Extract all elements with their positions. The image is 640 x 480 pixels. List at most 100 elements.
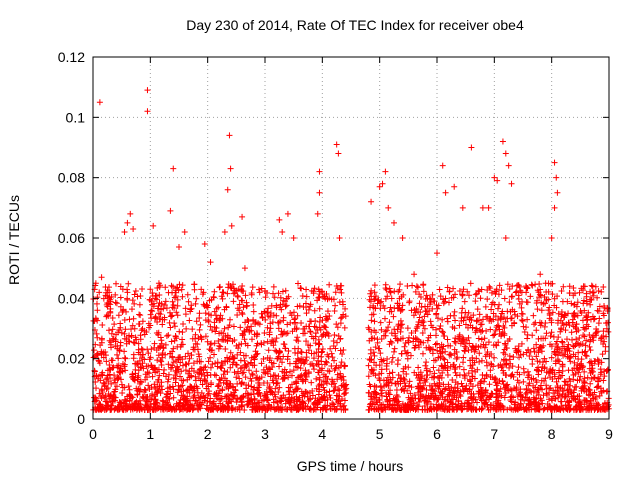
data-point: [222, 375, 229, 382]
data-point: [378, 370, 385, 377]
data-point: [251, 331, 258, 338]
data-point: [457, 388, 464, 395]
data-point: [589, 283, 596, 290]
data-point: [101, 383, 108, 390]
data-point: [169, 312, 176, 319]
data-point: [169, 304, 176, 311]
data-point: [442, 385, 449, 392]
data-point: [444, 359, 451, 366]
data-point: [203, 369, 210, 376]
data-point: [366, 337, 373, 344]
data-point: [232, 406, 239, 413]
data-point: [299, 405, 306, 412]
data-point: [273, 380, 280, 387]
data-point: [571, 301, 578, 308]
data-point: [382, 332, 389, 339]
data-point: [508, 293, 515, 300]
data-point: [575, 327, 582, 334]
data-point: [329, 354, 336, 361]
data-point: [451, 325, 458, 332]
data-point: [129, 394, 136, 401]
data-point: [521, 328, 528, 335]
data-point: [163, 333, 170, 340]
data-point: [576, 335, 583, 342]
data-point: [238, 309, 245, 316]
data-point: [263, 388, 270, 395]
data-point: [109, 315, 116, 322]
data-point: [457, 403, 464, 410]
data-point: [523, 289, 530, 296]
data-point: [211, 288, 218, 295]
data-point: [402, 403, 409, 410]
data-point: [533, 395, 540, 402]
data-point: [403, 371, 410, 378]
data-point: [270, 404, 277, 411]
data-point: [165, 332, 172, 339]
data-point: [488, 289, 495, 296]
data-point: [256, 289, 263, 296]
data-point: [147, 311, 154, 318]
data-point: [560, 352, 567, 359]
data-point: [315, 286, 322, 293]
data-point: [499, 363, 506, 370]
data-point: [338, 406, 345, 413]
data-point: [241, 265, 248, 272]
data-point: [335, 333, 342, 340]
data-point: [117, 365, 124, 372]
data-point: [442, 402, 449, 409]
data-point: [209, 327, 216, 334]
data-point: [476, 317, 483, 324]
data-point: [506, 299, 513, 306]
data-point: [416, 399, 423, 406]
data-point: [576, 342, 583, 349]
data-point: [246, 397, 253, 404]
data-point: [221, 367, 228, 374]
data-point: [485, 339, 492, 346]
data-point: [523, 405, 530, 412]
data-point: [427, 368, 434, 375]
data-point: [549, 291, 556, 298]
data-point: [308, 350, 315, 357]
data-point: [471, 348, 478, 355]
data-point: [439, 328, 446, 335]
data-point: [574, 393, 581, 400]
data-point: [334, 376, 341, 383]
data-point: [561, 382, 568, 389]
data-point: [120, 405, 127, 412]
data-point: [533, 327, 540, 334]
data-point: [449, 401, 456, 408]
data-point: [509, 363, 516, 370]
data-point: [378, 336, 385, 343]
data-point: [158, 383, 165, 390]
data-point: [274, 355, 281, 362]
data-point: [478, 336, 485, 343]
data-point: [174, 302, 181, 309]
data-point: [279, 376, 286, 383]
data-point: [398, 374, 405, 381]
data-point: [328, 350, 335, 357]
data-point: [385, 324, 392, 331]
data-point: [171, 406, 178, 413]
data-point: [490, 363, 497, 370]
data-point: [273, 375, 280, 382]
data-point: [92, 280, 99, 287]
data-point: [437, 389, 444, 396]
data-point: [210, 293, 217, 300]
data-point: [374, 300, 381, 307]
data-point: [125, 338, 132, 345]
data-point: [438, 374, 445, 381]
data-point: [367, 401, 374, 408]
data-point: [280, 353, 287, 360]
data-point: [294, 312, 301, 319]
data-point: [562, 311, 569, 318]
data-point: [133, 385, 140, 392]
data-point: [130, 403, 137, 410]
data-point: [476, 350, 483, 357]
data-point: [291, 325, 298, 332]
data-point: [176, 328, 183, 335]
data-point: [127, 210, 134, 217]
data-point: [103, 312, 110, 319]
data-point: [240, 369, 247, 376]
data-point: [282, 287, 289, 294]
data-point: [117, 339, 124, 346]
